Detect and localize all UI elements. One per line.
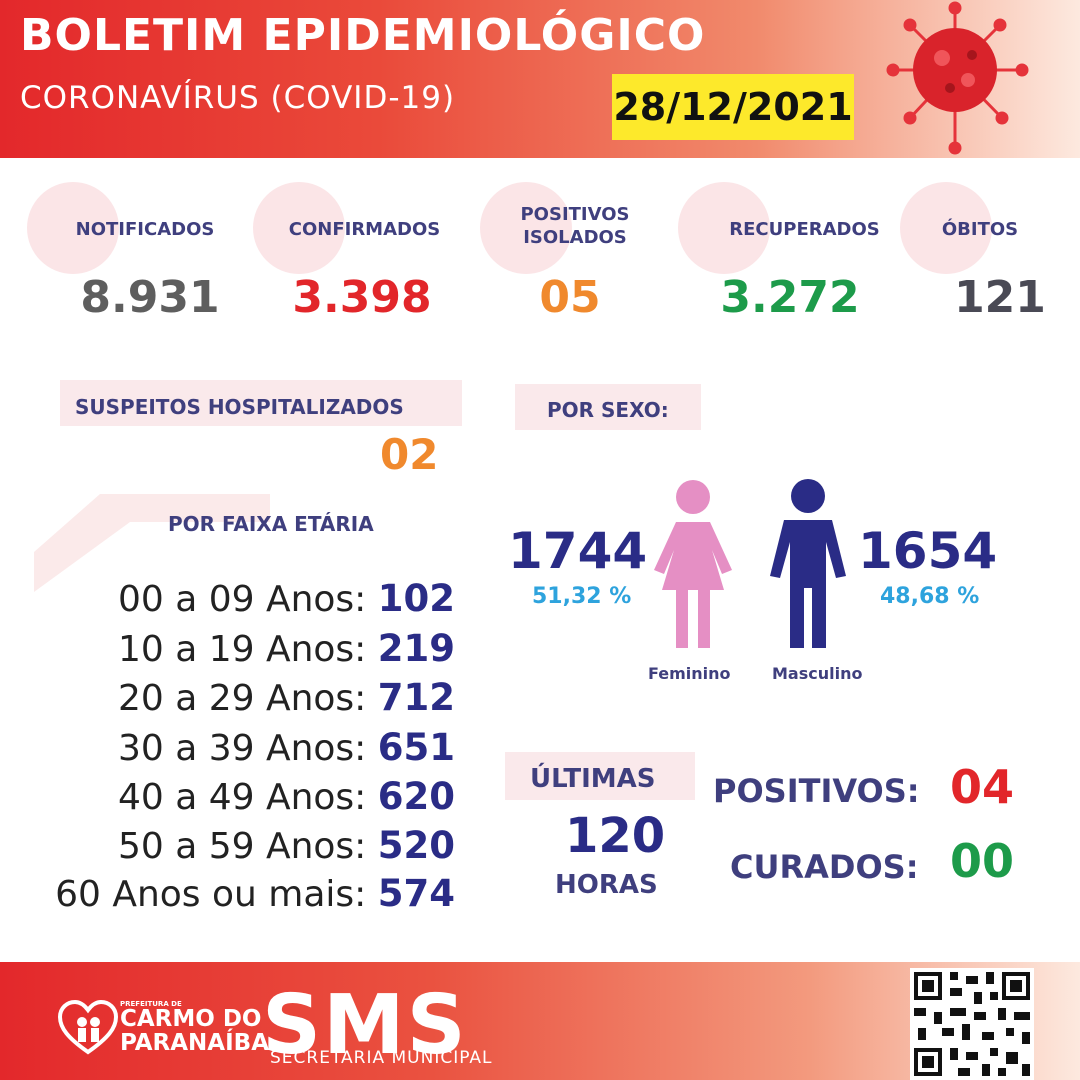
age-count: 219 bbox=[377, 627, 455, 670]
recent-cured-value: 00 bbox=[950, 834, 1015, 888]
hospitalized-value: 02 bbox=[380, 430, 439, 479]
age-row: 20 a 29 Anos: 712 bbox=[0, 676, 455, 719]
notified-label: NOTIFICADOS bbox=[75, 219, 215, 240]
confirmed-bubble bbox=[253, 182, 345, 274]
recovered-value: 3.272 bbox=[720, 272, 860, 323]
male-count: 1654 bbox=[858, 522, 998, 580]
sex-title: POR SEXO: bbox=[547, 398, 669, 422]
age-count: 520 bbox=[377, 824, 455, 867]
recovered-label: RECUPERADOS bbox=[729, 219, 880, 240]
recovered-bubble bbox=[678, 182, 770, 274]
deaths-value: 121 bbox=[954, 272, 1046, 323]
age-range-label: 40 a 49 Anos: bbox=[117, 777, 367, 818]
qr-code-icon bbox=[910, 968, 1034, 1080]
age-range-label: 50 a 59 Anos: bbox=[117, 826, 367, 867]
sms-subtitle: SECRETARIA MUNICIPAL bbox=[270, 1048, 493, 1068]
recent-tag bbox=[505, 752, 695, 800]
sms-logo: SMS bbox=[262, 978, 468, 1073]
deaths-bubble bbox=[900, 182, 992, 274]
bulletin-date: 28/12/2021 bbox=[613, 85, 853, 129]
recent-positives-value: 04 bbox=[950, 760, 1015, 814]
notified-bubble bbox=[27, 182, 119, 274]
header-banner bbox=[0, 0, 1080, 158]
notified-value: 8.931 bbox=[80, 272, 220, 323]
male-percent: 48,68 % bbox=[880, 584, 980, 609]
age-count: 651 bbox=[377, 726, 455, 769]
org-name-line2: PARANAÍBA bbox=[120, 1030, 269, 1056]
age-range-label: 60 Anos ou mais: bbox=[55, 874, 367, 915]
org-prefix: PREFEITURA DE bbox=[120, 1000, 182, 1008]
age-range-label: 00 a 09 Anos: bbox=[117, 579, 367, 620]
female-caption: Feminino bbox=[648, 664, 731, 683]
recent-hours-label: HORAS bbox=[555, 870, 658, 900]
age-count: 574 bbox=[377, 872, 455, 915]
sex-tag bbox=[515, 384, 701, 430]
age-count: 620 bbox=[377, 775, 455, 818]
deaths-label: ÓBITOS bbox=[941, 219, 1019, 240]
hospitalized-label: SUSPEITOS HOSPITALIZADOS bbox=[75, 395, 404, 419]
isolated-label: POSITIVOS ISOLADOS bbox=[520, 204, 630, 248]
age-title: POR FAIXA ETÁRIA bbox=[168, 512, 374, 536]
recent-hours: 120 bbox=[565, 808, 666, 864]
footer-banner bbox=[0, 962, 1080, 1080]
age-row: 40 a 49 Anos: 620 bbox=[0, 775, 455, 818]
age-row: 50 a 59 Anos: 520 bbox=[0, 824, 455, 867]
age-row: 00 a 09 Anos: 102 bbox=[0, 577, 455, 620]
age-count: 102 bbox=[377, 577, 455, 620]
date-badge: 28/12/2021 bbox=[612, 74, 854, 140]
age-row: 10 a 19 Anos: 219 bbox=[0, 627, 455, 670]
isolated-bubble bbox=[480, 182, 572, 274]
arrow-decoration bbox=[34, 494, 270, 592]
recent-cured-label: CURADOS: bbox=[730, 848, 919, 886]
male-icon bbox=[770, 479, 846, 648]
isolated-value: 05 bbox=[539, 272, 601, 323]
age-row: 30 a 39 Anos: 651 bbox=[0, 726, 455, 769]
recent-positives-label: POSITIVOS: bbox=[713, 772, 920, 810]
confirmed-label: CONFIRMADOS bbox=[288, 219, 441, 240]
hospitalized-tag bbox=[60, 380, 462, 426]
confirmed-value: 3.398 bbox=[292, 272, 432, 323]
bulletin-title: BOLETIM EPIDEMIOLÓGICO bbox=[20, 10, 706, 61]
age-range-label: 20 a 29 Anos: bbox=[117, 678, 367, 719]
heart-logo-icon bbox=[58, 1000, 118, 1055]
age-range-label: 10 a 19 Anos: bbox=[117, 629, 367, 670]
male-caption: Masculino bbox=[772, 664, 863, 683]
bulletin-subtitle: CORONAVÍRUS (COVID-19) bbox=[20, 80, 456, 116]
female-percent: 51,32 % bbox=[532, 584, 632, 609]
coronavirus-icon bbox=[886, 1, 1029, 155]
female-count: 1744 bbox=[508, 522, 648, 580]
age-count: 712 bbox=[377, 676, 455, 719]
recent-label: ÚLTIMAS bbox=[530, 764, 656, 794]
age-range-label: 30 a 39 Anos: bbox=[117, 728, 367, 769]
female-icon bbox=[654, 480, 732, 648]
age-row: 60 Anos ou mais: 574 bbox=[0, 872, 455, 915]
org-name-line1: CARMO DO bbox=[120, 1006, 262, 1032]
